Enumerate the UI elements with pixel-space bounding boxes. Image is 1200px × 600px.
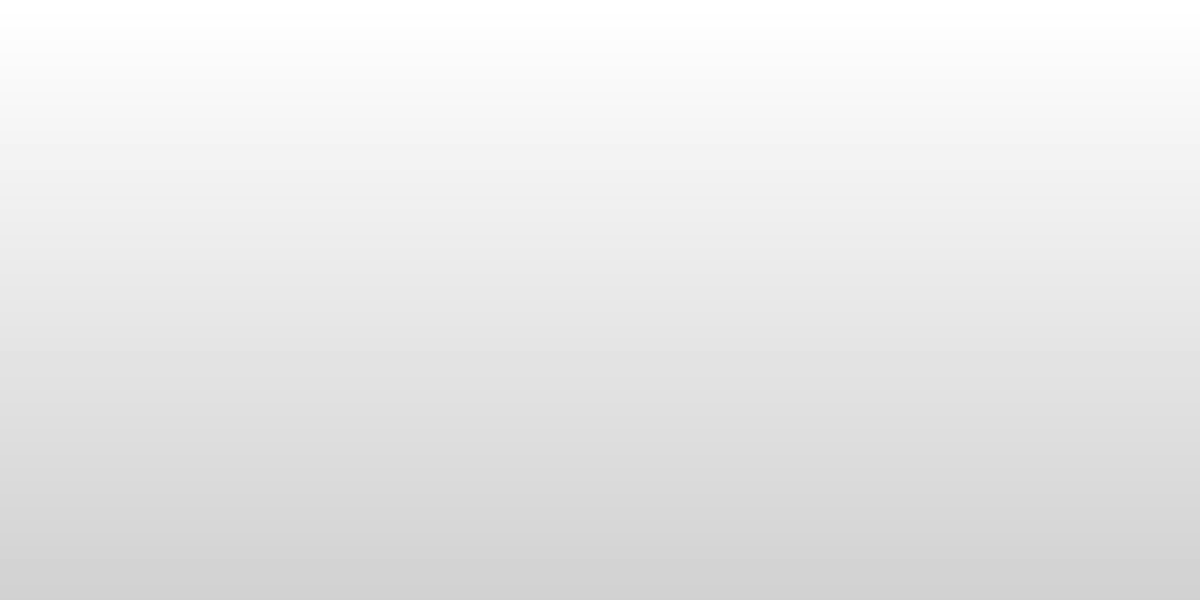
Bar [433,311,498,468]
Bar [1042,329,1108,468]
Bar [839,282,904,468]
Text: 0.84: 0.84 [158,343,199,361]
Bar [571,387,636,468]
Bar [164,358,230,468]
Bar [977,389,1042,468]
Bar [230,219,295,468]
Text: Meteorological Weather Forecasting System Market, By Technology, 2023 &
2032: Meteorological Weather Forecasting Syste… [108,50,1180,101]
Bar [636,324,701,468]
Y-axis label: Market Size in USD Billion: Market Size in USD Billion [76,217,94,431]
Bar [368,383,433,468]
Bar [774,374,839,468]
Legend: 2023, 2032: 2023, 2032 [805,110,1016,145]
